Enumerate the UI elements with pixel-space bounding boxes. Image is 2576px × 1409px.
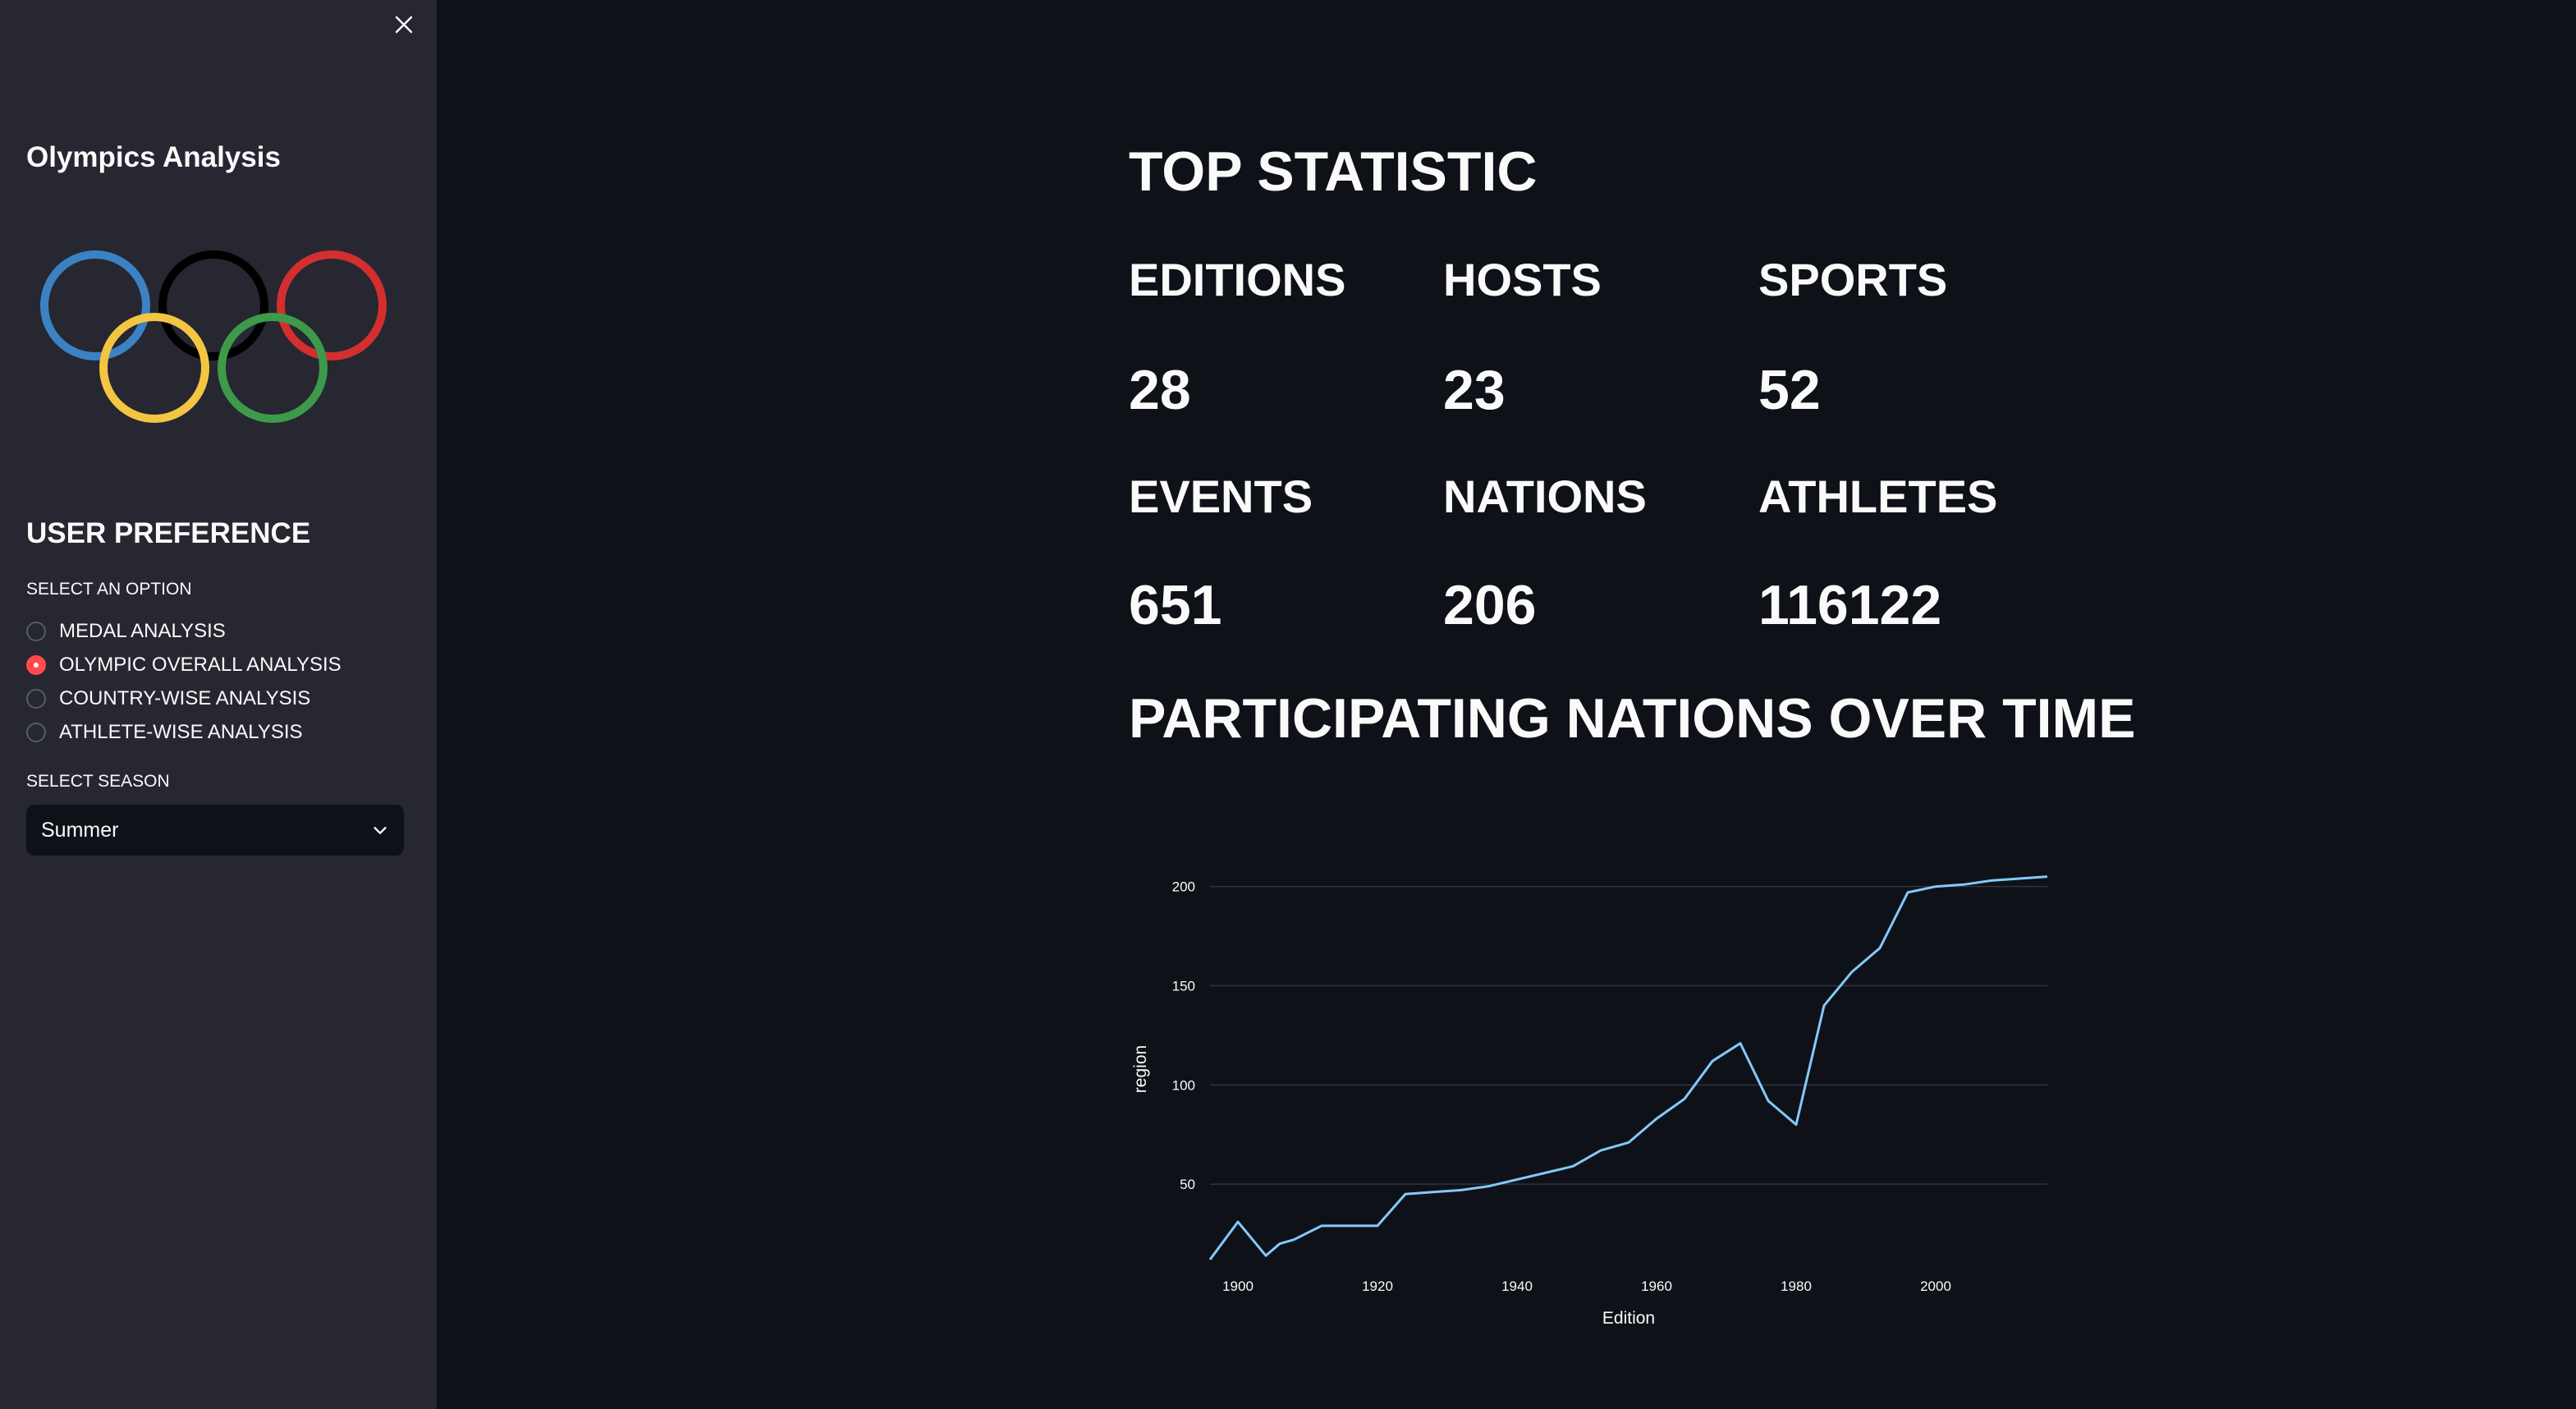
sidebar-title: Olympics Analysis	[26, 141, 281, 173]
stat-value-editions: 28	[1129, 359, 1191, 421]
radio-medal-analysis[interactable]: MEDAL ANALYSIS	[26, 614, 341, 648]
stat-label-nations: NATIONS	[1443, 470, 1647, 522]
radio-button[interactable]	[26, 621, 46, 641]
x-tick-label: 1940	[1501, 1278, 1533, 1294]
chart-svg: 50 100 150 200 1900 1920 1940 1960 1980 2000 Editi…	[1131, 875, 2048, 1328]
stat-value-events: 651	[1129, 574, 1222, 636]
x-tick-label: 1980	[1781, 1278, 1812, 1294]
radio-label: MEDAL ANALYSIS	[59, 619, 226, 642]
y-tick-label: 100	[1172, 1077, 1195, 1093]
chevron-down-icon	[374, 827, 387, 834]
radio-button[interactable]	[26, 722, 46, 742]
olympic-rings-logo	[33, 243, 394, 436]
close-icon	[395, 16, 413, 34]
y-tick-label: 50	[1180, 1177, 1195, 1192]
radio-athlete-wise-analysis[interactable]: ATHLETE-WISE ANALYSIS	[26, 715, 341, 749]
x-tick-label: 1920	[1362, 1278, 1393, 1294]
radio-label: OLYMPIC OVERALL ANALYSIS	[59, 653, 341, 676]
chart-section-title: PARTICIPATING NATIONS OVER TIME	[1129, 687, 2136, 750]
stat-value-sports: 52	[1758, 359, 1821, 421]
sidebar: Olympics Analysis USER PREFERENCE SELECT…	[0, 0, 437, 1409]
y-tick-label: 150	[1172, 979, 1195, 994]
select-option-label: SELECT AN OPTION	[26, 580, 192, 599]
user-preference-heading: USER PREFERENCE	[26, 517, 311, 549]
x-axis-title: Edition	[1602, 1309, 1655, 1328]
close-sidebar-button[interactable]	[387, 8, 420, 41]
stat-label-sports: SPORTS	[1758, 254, 1948, 305]
nations-line-chart: 50 100 150 200 1900 1920 1940 1960 1980 2000 Editi…	[1126, 846, 2060, 1342]
stat-label-editions: EDITIONS	[1129, 254, 1346, 305]
radio-label: COUNTRY-WISE ANALYSIS	[59, 686, 311, 709]
x-tick-label: 2000	[1920, 1278, 1951, 1294]
radio-country-wise-analysis[interactable]: COUNTRY-WISE ANALYSIS	[26, 682, 341, 715]
stat-label-athletes: ATHLETES	[1758, 470, 1998, 522]
stat-label-hosts: HOSTS	[1443, 254, 1602, 305]
y-tick-label: 200	[1172, 879, 1195, 895]
page-title: TOP STATISTIC	[1129, 140, 1538, 203]
radio-button-selected[interactable]	[26, 654, 46, 675]
stat-label-events: EVENTS	[1129, 470, 1313, 522]
radio-label: ATHLETE-WISE ANALYSIS	[59, 720, 303, 743]
radio-olympic-overall-analysis[interactable]: OLYMPIC OVERALL ANALYSIS	[26, 648, 341, 682]
stat-value-athletes: 116122	[1758, 574, 1942, 636]
select-season-label: SELECT SEASON	[26, 772, 170, 791]
y-axis-title: region	[1131, 1045, 1150, 1093]
radio-button[interactable]	[26, 688, 46, 709]
x-tick-label: 1900	[1222, 1278, 1254, 1294]
stat-value-hosts: 23	[1443, 359, 1506, 421]
stat-value-nations: 206	[1443, 574, 1537, 636]
series-line-nations	[1208, 875, 2048, 1260]
x-tick-label: 1960	[1641, 1278, 1672, 1294]
season-select-value: Summer	[41, 818, 119, 842]
analysis-radio-group: MEDAL ANALYSIS OLYMPIC OVERALL ANALYSIS …	[26, 614, 341, 749]
season-select[interactable]: Summer	[26, 805, 404, 856]
